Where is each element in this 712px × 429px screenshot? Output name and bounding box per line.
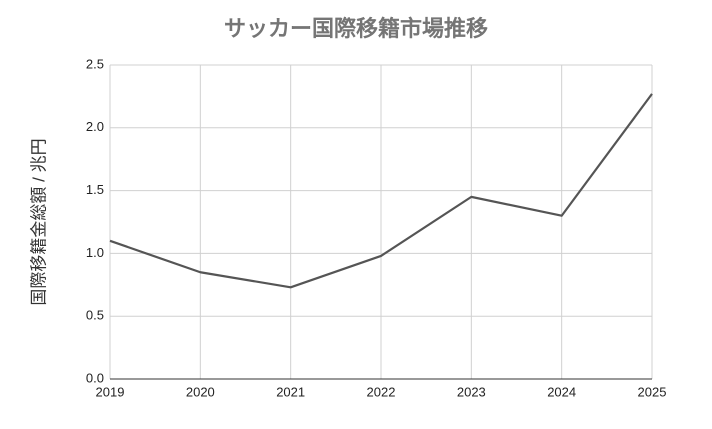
y-tick-label: 0.0 [86,370,104,385]
x-tick-label: 2019 [96,384,125,399]
y-tick-label: 1.0 [86,245,104,260]
x-tick-label: 2025 [638,384,667,399]
y-tick-label: 0.5 [86,308,104,323]
chart-title: サッカー国際移籍市場推移 [224,16,488,41]
x-tick-label: 2021 [276,384,305,399]
x-tick-label: 2022 [367,384,396,399]
y-axis-label: 国際移籍金総額 / 兆円 [29,138,48,305]
x-tick-label: 2020 [186,384,215,399]
x-tick-label: 2023 [457,384,486,399]
y-tick-label: 2.5 [86,56,104,71]
y-tick-label: 1.5 [86,182,104,197]
data-line [109,93,653,289]
y-tick-label: 2.0 [86,119,104,134]
x-tick-label: 2024 [547,384,576,399]
